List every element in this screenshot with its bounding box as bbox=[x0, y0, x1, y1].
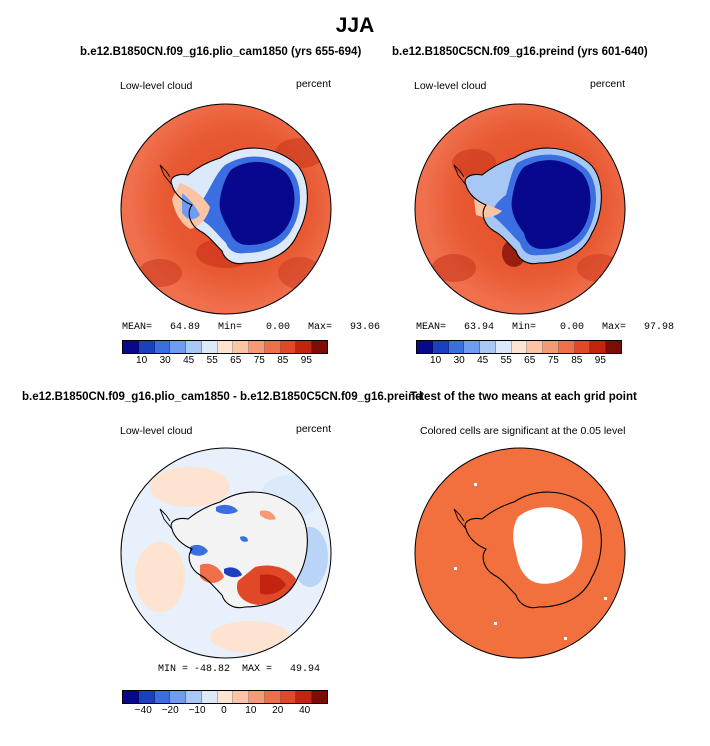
colorbar-tick-label: −10 bbox=[188, 705, 206, 716]
colorbar-swatch bbox=[201, 341, 218, 353]
colorbar-tick-label: 55 bbox=[500, 355, 512, 366]
colorbar-tick-label: 0 bbox=[221, 705, 227, 716]
panel3-map bbox=[120, 447, 332, 659]
colorbar-swatch bbox=[123, 691, 139, 703]
panel3-colorbar bbox=[122, 690, 328, 704]
panel3-colorbar-labels: −40 −20 −10 0 10 20 40 bbox=[122, 705, 334, 716]
colorbar-swatch bbox=[574, 341, 591, 353]
colorbar-swatch bbox=[170, 691, 187, 703]
colorbar-swatch bbox=[186, 341, 202, 353]
panel2-units-label: percent bbox=[590, 78, 626, 90]
colorbar-tick-label: 65 bbox=[524, 355, 536, 366]
panel4-subtitle: Colored cells are significant at the 0.0… bbox=[420, 425, 626, 437]
panel2-stats: MEAN= 63.94 Min= 0.00 Max= 97.98 bbox=[416, 322, 675, 333]
panel1-title: b.e12.B1850CN.f09_g16.plio_cam1850 (yrs … bbox=[80, 46, 362, 58]
panel2-title: b.e12.B1850C5CN.f09_g16.preind (yrs 601-… bbox=[392, 46, 648, 58]
colorbar-swatch bbox=[296, 341, 313, 353]
panel1-units-label: percent bbox=[296, 78, 332, 90]
colorbar-swatch bbox=[558, 341, 575, 353]
colorbar-tick-label: 75 bbox=[547, 355, 559, 366]
colorbar-tick-label: 95 bbox=[300, 355, 312, 366]
colorbar-tick-label: 30 bbox=[453, 355, 465, 366]
colorbar-swatch bbox=[249, 341, 265, 353]
panel1-stats: MEAN= 64.89 Min= 0.00 Max= 93.06 bbox=[122, 322, 381, 333]
colorbar-tick-label: 40 bbox=[299, 705, 311, 716]
colorbar-tick-label: 10 bbox=[245, 705, 257, 716]
colorbar-swatch bbox=[217, 691, 234, 703]
colorbar-swatch bbox=[233, 341, 250, 353]
colorbar-swatch bbox=[201, 691, 218, 703]
colorbar-tick-label: 95 bbox=[594, 355, 606, 366]
colorbar-tick-label: 55 bbox=[206, 355, 218, 366]
colorbar-swatch bbox=[448, 341, 465, 353]
panel2-colorbar-labels: 10 30 45 55 65 75 85 95 bbox=[416, 355, 628, 366]
colorbar-swatch bbox=[432, 341, 449, 353]
colorbar-swatch bbox=[217, 341, 234, 353]
panel4-title: T-test of the two means at each grid poi… bbox=[410, 391, 637, 403]
panel2-variable-label: Low-level cloud bbox=[414, 80, 487, 92]
colorbar-swatch bbox=[511, 341, 528, 353]
colorbar-swatch bbox=[249, 691, 265, 703]
colorbar-swatch bbox=[495, 341, 512, 353]
panel1-map bbox=[120, 103, 332, 315]
colorbar-swatch bbox=[480, 341, 496, 353]
colorbar-tick-label: 85 bbox=[277, 355, 289, 366]
colorbar-swatch bbox=[123, 341, 139, 353]
colorbar-swatch bbox=[154, 341, 171, 353]
panel3-units-label: percent bbox=[296, 423, 332, 435]
colorbar-swatch bbox=[312, 691, 327, 703]
panel2-colorbar bbox=[416, 340, 622, 354]
colorbar-swatch bbox=[464, 341, 481, 353]
panel3-title: b.e12.B1850CN.f09_g16.plio_cam1850 - b.e… bbox=[22, 391, 423, 403]
colorbar-tick-label: 10 bbox=[430, 355, 442, 366]
colorbar-swatch bbox=[280, 691, 297, 703]
colorbar-swatch bbox=[312, 341, 327, 353]
colorbar-swatch bbox=[264, 341, 281, 353]
colorbar-swatch bbox=[417, 341, 433, 353]
panel1-colorbar bbox=[122, 340, 328, 354]
colorbar-tick-label: 30 bbox=[159, 355, 171, 366]
colorbar-swatch bbox=[296, 691, 313, 703]
colorbar-swatch bbox=[543, 341, 559, 353]
panel3-stats: MIN = -48.82 MAX = 49.94 bbox=[158, 664, 321, 675]
colorbar-tick-label: 45 bbox=[477, 355, 489, 366]
colorbar-tick-label: 45 bbox=[183, 355, 195, 366]
colorbar-swatch bbox=[606, 341, 621, 353]
colorbar-swatch bbox=[138, 691, 155, 703]
colorbar-swatch bbox=[280, 341, 297, 353]
colorbar-tick-label: 85 bbox=[571, 355, 583, 366]
colorbar-swatch bbox=[264, 691, 281, 703]
colorbar-tick-label: −40 bbox=[134, 705, 152, 716]
panel1-colorbar-labels: 10 30 45 55 65 75 85 95 bbox=[122, 355, 334, 366]
colorbar-tick-label: 10 bbox=[136, 355, 148, 366]
colorbar-tick-label: 20 bbox=[272, 705, 284, 716]
colorbar-swatch bbox=[186, 691, 202, 703]
panel4-map bbox=[414, 447, 626, 659]
panel3-variable-label: Low-level cloud bbox=[120, 425, 193, 437]
colorbar-swatch bbox=[527, 341, 544, 353]
panel1-variable-label: Low-level cloud bbox=[120, 80, 193, 92]
colorbar-swatch bbox=[233, 691, 250, 703]
figure-title: JJA bbox=[335, 14, 375, 37]
colorbar-swatch bbox=[138, 341, 155, 353]
colorbar-swatch bbox=[154, 691, 171, 703]
colorbar-tick-label: 65 bbox=[230, 355, 242, 366]
panel2-map bbox=[414, 103, 626, 315]
colorbar-tick-label: 75 bbox=[253, 355, 265, 366]
colorbar-swatch bbox=[170, 341, 187, 353]
colorbar-swatch bbox=[590, 341, 607, 353]
colorbar-tick-label: −20 bbox=[161, 705, 179, 716]
